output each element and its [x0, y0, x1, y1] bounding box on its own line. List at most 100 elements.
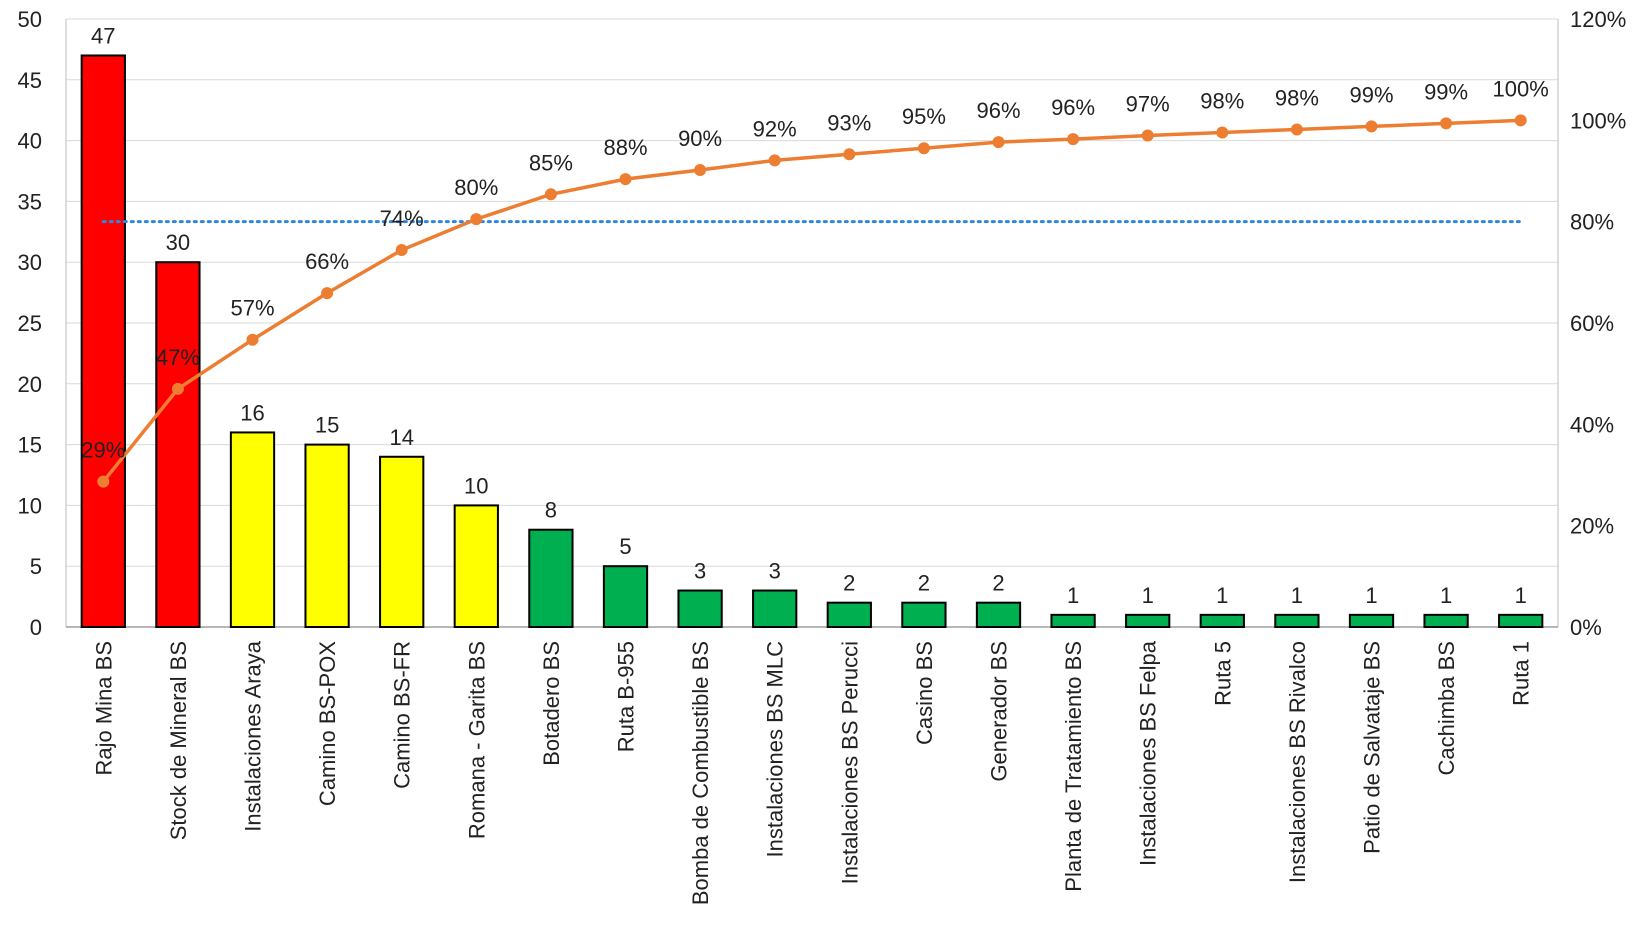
cumulative-point [1440, 117, 1453, 130]
cumulative-label: 95% [902, 104, 946, 129]
cumulative-label: 96% [976, 98, 1020, 123]
bar [453, 504, 499, 628]
cumulative-point [395, 244, 408, 257]
bar-data-label: 2 [843, 571, 855, 596]
bar-data-label: 3 [769, 559, 781, 584]
x-tick-label: Bomba de Combustible BS [688, 641, 713, 905]
y2-tick-label: 100% [1570, 108, 1626, 133]
x-tick-label: Instalaciones BS MLC [763, 641, 788, 858]
bar [229, 431, 276, 628]
y2-tick-label: 0% [1570, 615, 1602, 640]
bar-data-label: 10 [464, 473, 488, 498]
x-tick-label: Ruta B-955 [614, 641, 639, 752]
x-tick-label: Instalaciones Araya [241, 640, 266, 832]
bar-data-label: 1 [1291, 583, 1303, 608]
x-tick-label: Ruta 1 [1509, 641, 1534, 706]
cumulative-label: 57% [230, 296, 274, 321]
cumulative-label: 47% [156, 345, 200, 370]
cumulative-point [246, 333, 259, 346]
y-tick-label: 40 [18, 129, 42, 154]
bar [1423, 613, 1469, 629]
cumulative-label: 90% [678, 126, 722, 151]
bar-data-label: 14 [389, 425, 413, 450]
x-tick-label: Camino BS-FR [390, 641, 415, 789]
bar-data-label: 3 [694, 559, 706, 584]
x-tick-label: Stock de Mineral BS [166, 641, 191, 840]
cumulative-label: 85% [529, 150, 573, 175]
y-tick-label: 45 [18, 68, 42, 93]
bar [1498, 613, 1544, 629]
bar [602, 565, 649, 629]
y-tick-label: 20 [18, 372, 42, 397]
bar [528, 528, 574, 628]
bar [677, 589, 723, 629]
bar-data-label: 1 [1216, 583, 1228, 608]
x-tick-label: Instalaciones BS Perucci [837, 641, 862, 884]
cumulative-point [992, 136, 1005, 149]
bar [826, 601, 872, 628]
cumulative-line [101, 118, 1521, 483]
cumulative-label: 92% [753, 116, 797, 141]
x-tick-label: Botadero BS [539, 641, 564, 766]
cumulative-point [1141, 129, 1154, 142]
x-tick-label: Camino BS-POX [315, 641, 340, 806]
cumulative-point [694, 163, 707, 176]
y-tick-label: 25 [18, 311, 42, 336]
bar-data-label: 1 [1515, 583, 1527, 608]
cumulative-label: 74% [380, 206, 424, 231]
cumulative-point [321, 287, 334, 300]
cumulative-point [843, 148, 856, 161]
y-tick-label: 0 [30, 615, 42, 640]
bar [975, 601, 1022, 628]
bar-data-label: 1 [1142, 583, 1154, 608]
cumulative-label: 29% [81, 438, 125, 463]
y-tick-label: 50 [18, 7, 42, 32]
x-tick-label: Romana - Garita BS [464, 641, 489, 839]
bar-data-label: 5 [619, 534, 631, 559]
cumulative-point [470, 213, 483, 226]
y2-tick-label: 40% [1570, 412, 1614, 437]
cumulative-label: 88% [603, 135, 647, 160]
y2-tick-label: 80% [1570, 210, 1614, 235]
cumulative-point [768, 154, 781, 167]
bar [752, 589, 798, 629]
cumulative-point [619, 173, 632, 186]
bar-data-label: 30 [166, 230, 190, 255]
y2-tick-label: 20% [1570, 514, 1614, 539]
y-tick-label: 15 [18, 433, 42, 458]
bar [1348, 613, 1395, 629]
x-tick-label: Instalaciones BS Rivalco [1285, 641, 1310, 883]
cumulative-point [1067, 133, 1080, 146]
cumulative-label: 96% [1051, 95, 1095, 120]
x-tick-label: Instalaciones BS Felpa [1136, 640, 1161, 866]
bar [1199, 613, 1245, 629]
bar-data-label: 15 [315, 413, 339, 438]
bar-data-label: 2 [918, 571, 930, 596]
bar [1125, 613, 1171, 629]
x-tick-label: Casino BS [912, 641, 937, 745]
bar-data-label: 1 [1365, 583, 1377, 608]
cumulative-point [1216, 126, 1229, 139]
x-tick-label: Patio de Salvataje BS [1360, 641, 1385, 854]
cumulative-label: 98% [1200, 88, 1244, 113]
bar [304, 443, 350, 628]
x-tick-label: Ruta 5 [1210, 641, 1235, 706]
y2-tick-label: 60% [1570, 311, 1614, 336]
x-tick-label: Cachimba BS [1434, 641, 1459, 776]
bar-data-label: 47 [91, 23, 115, 48]
x-tick-label: Planta de Tratamiento BS [1061, 641, 1086, 892]
x-tick-label: Rajo Mina BS [91, 641, 116, 776]
bar [901, 601, 947, 628]
cumulative-label: 99% [1349, 82, 1393, 107]
bar-data-label: 1 [1067, 583, 1079, 608]
bar-data-label: 1 [1440, 583, 1452, 608]
x-tick-label: Generador BS [987, 641, 1012, 782]
bar [80, 54, 126, 629]
cumulative-label: 98% [1275, 85, 1319, 110]
cumulative-label: 80% [454, 175, 498, 200]
y2-tick-label: 120% [1570, 7, 1626, 32]
cumulative-label: 93% [827, 110, 871, 135]
cumulative-point [171, 382, 184, 395]
cumulative-point [97, 475, 110, 488]
